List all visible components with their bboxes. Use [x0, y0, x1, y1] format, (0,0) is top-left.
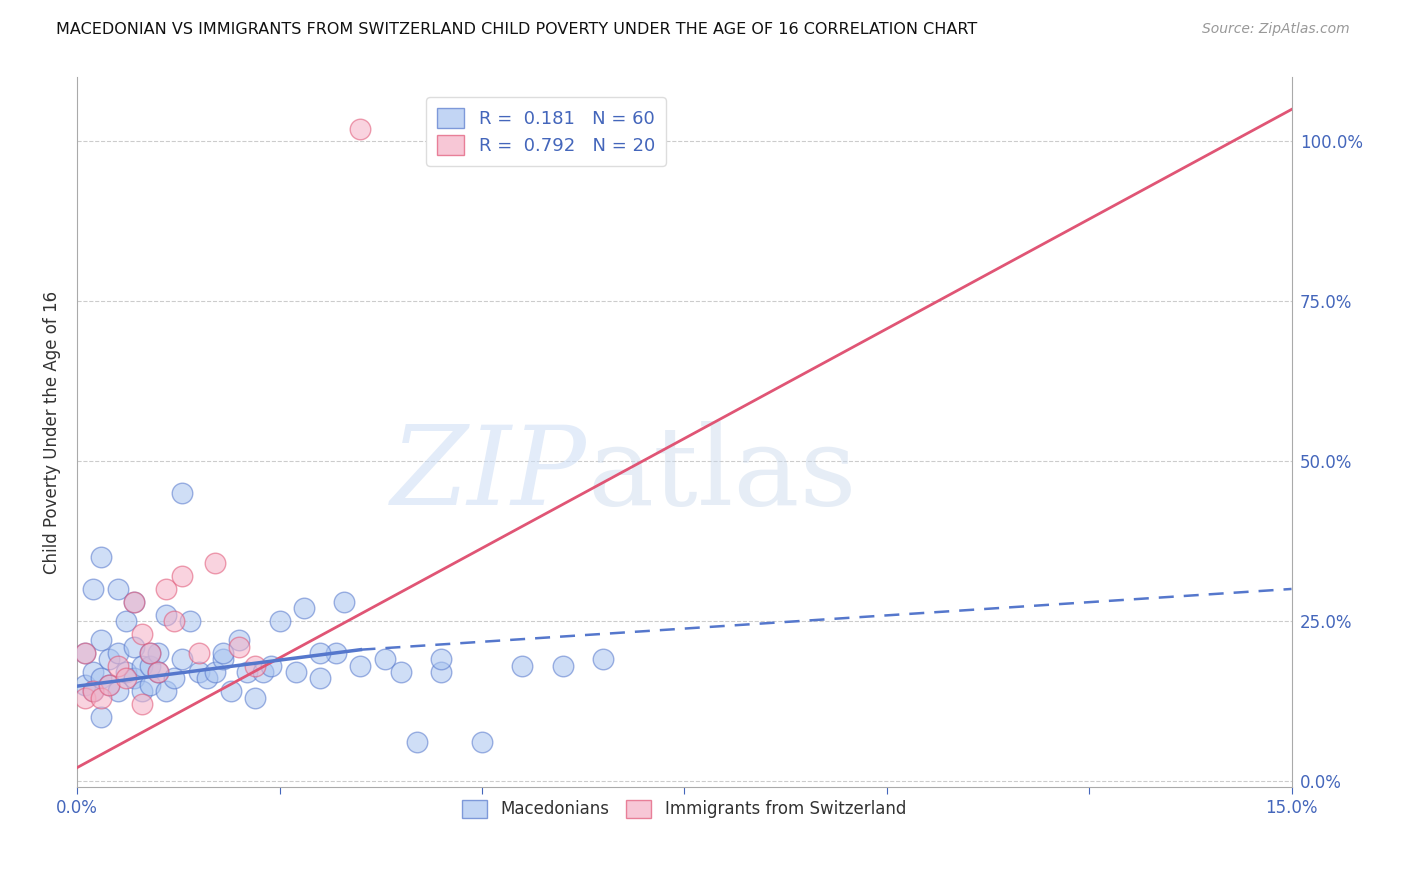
Point: [75, 646, 97, 660]
Point: [211, 646, 233, 660]
Legend: Macedonians, Immigrants from Switzerland: Macedonians, Immigrants from Switzerland: [456, 793, 912, 825]
Point: [284, 665, 307, 679]
Point: [75, 690, 97, 705]
Point: [131, 684, 153, 698]
Point: [139, 678, 162, 692]
Point: [172, 652, 194, 666]
Point: [245, 690, 267, 705]
Point: [512, 658, 534, 673]
Point: [114, 672, 136, 686]
Point: [82, 684, 104, 698]
Point: [187, 646, 209, 660]
Point: [122, 595, 145, 609]
Point: [163, 614, 186, 628]
Point: [114, 614, 136, 628]
Point: [551, 658, 574, 673]
Point: [172, 569, 194, 583]
Point: [204, 665, 226, 679]
Point: [122, 672, 145, 686]
Point: [430, 665, 453, 679]
Point: [236, 665, 259, 679]
Point: [75, 646, 97, 660]
Point: [592, 652, 614, 666]
Point: [155, 582, 177, 596]
Point: [260, 658, 283, 673]
Point: [146, 665, 169, 679]
Y-axis label: Child Poverty Under the Age of 16: Child Poverty Under the Age of 16: [44, 291, 60, 574]
Point: [131, 626, 153, 640]
Point: [82, 684, 104, 698]
Point: [309, 672, 332, 686]
Text: MACEDONIAN VS IMMIGRANTS FROM SWITZERLAND CHILD POVERTY UNDER THE AGE OF 16 CORR: MACEDONIAN VS IMMIGRANTS FROM SWITZERLAN…: [56, 22, 977, 37]
Point: [146, 646, 169, 660]
Point: [163, 672, 186, 686]
Point: [90, 633, 112, 648]
Point: [131, 697, 153, 711]
Point: [90, 710, 112, 724]
Point: [309, 646, 332, 660]
Point: [325, 646, 347, 660]
Point: [389, 665, 412, 679]
Point: [430, 652, 453, 666]
Point: [228, 633, 250, 648]
Point: [155, 607, 177, 622]
Point: [90, 549, 112, 564]
Point: [219, 684, 242, 698]
Point: [252, 665, 274, 679]
Point: [131, 658, 153, 673]
Point: [98, 652, 121, 666]
Point: [269, 614, 291, 628]
Text: ZIP: ZIP: [391, 421, 588, 529]
Point: [75, 678, 97, 692]
Point: [114, 665, 136, 679]
Point: [187, 665, 209, 679]
Point: [349, 658, 371, 673]
Point: [107, 646, 129, 660]
Point: [155, 684, 177, 698]
Point: [107, 582, 129, 596]
Point: [122, 595, 145, 609]
Point: [172, 486, 194, 500]
Point: [333, 595, 356, 609]
Point: [211, 652, 233, 666]
Point: [146, 665, 169, 679]
Point: [204, 557, 226, 571]
Point: [292, 601, 315, 615]
Point: [122, 640, 145, 654]
Point: [98, 678, 121, 692]
Point: [98, 678, 121, 692]
Point: [228, 640, 250, 654]
Point: [82, 665, 104, 679]
Point: [90, 672, 112, 686]
Point: [179, 614, 201, 628]
Point: [107, 684, 129, 698]
Point: [107, 658, 129, 673]
Text: Source: ZipAtlas.com: Source: ZipAtlas.com: [1202, 22, 1350, 37]
Point: [139, 658, 162, 673]
Point: [471, 735, 494, 749]
Point: [406, 735, 429, 749]
Point: [374, 652, 396, 666]
Point: [139, 646, 162, 660]
Point: [90, 690, 112, 705]
Point: [245, 658, 267, 673]
Point: [195, 672, 218, 686]
Point: [82, 582, 104, 596]
Point: [349, 121, 371, 136]
Point: [139, 646, 162, 660]
Text: atlas: atlas: [588, 421, 856, 528]
